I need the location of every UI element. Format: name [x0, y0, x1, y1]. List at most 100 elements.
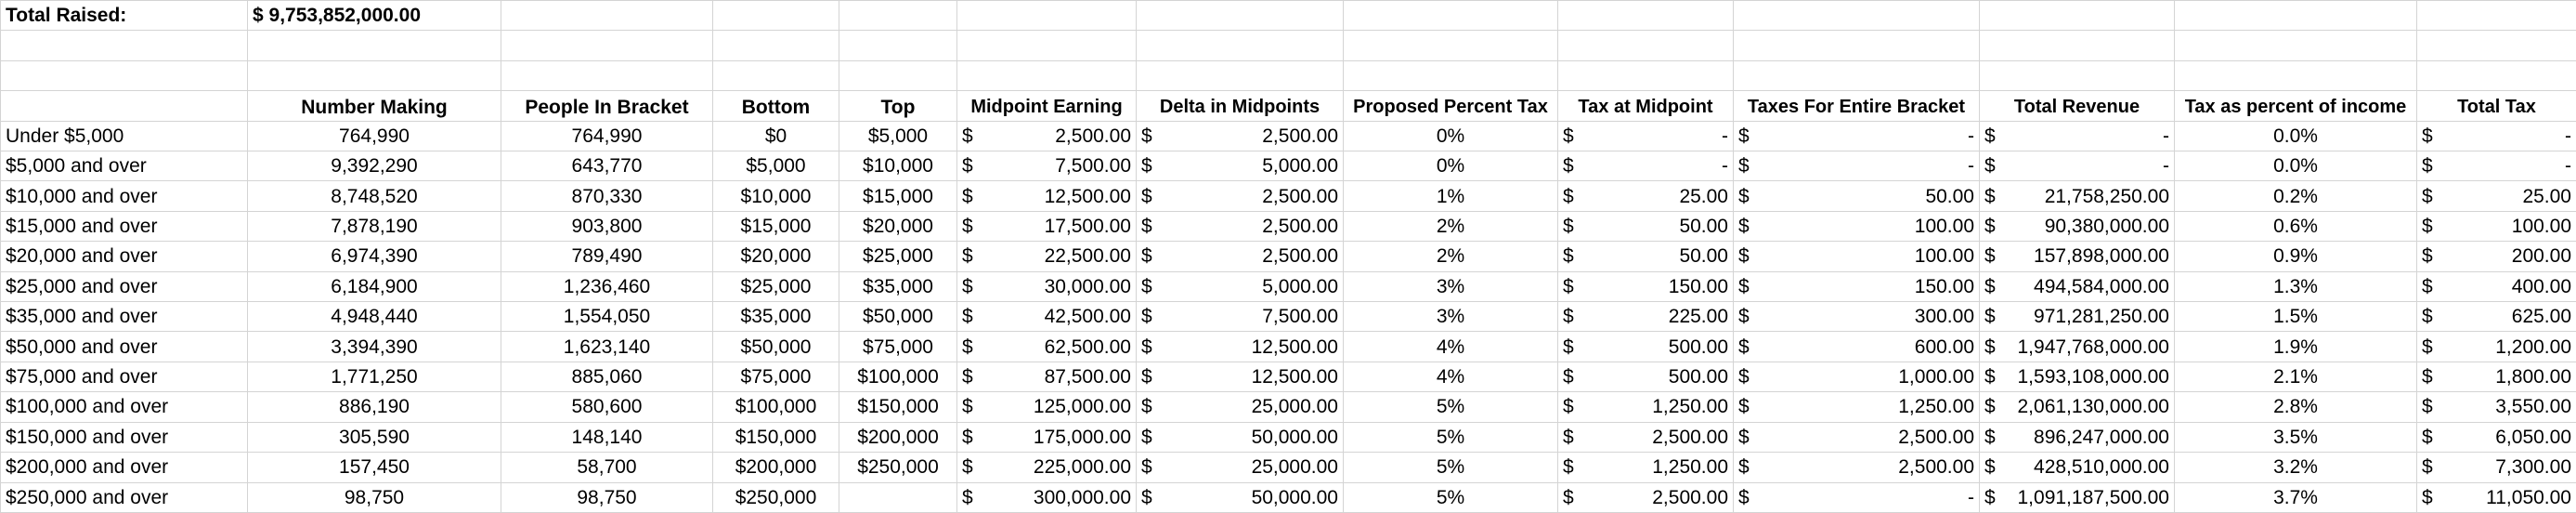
bottom-cell[interactable]: $50,000	[712, 331, 839, 362]
empty-cell[interactable]	[0, 59, 248, 92]
total-revenue-cell[interactable]: $1,947,768,000.00	[1979, 331, 2175, 362]
number-making-cell[interactable]: 6,184,900	[247, 270, 501, 303]
midpoint-earning-cell[interactable]: $62,500.00	[956, 331, 1137, 362]
number-making-cell[interactable]: 9,392,290	[247, 151, 501, 182]
empty-cell[interactable]	[839, 30, 957, 61]
delta-in-midpoints-cell[interactable]: $2,500.00	[1136, 241, 1344, 272]
tax-as-percent-of-income-cell[interactable]: 0.0%	[2174, 151, 2417, 182]
total-tax-cell[interactable]: $6,050.00	[2416, 421, 2576, 454]
empty-cell[interactable]	[712, 59, 839, 92]
tax-as-percent-of-income-cell[interactable]: 1.3%	[2174, 270, 2417, 303]
proposed-percent-tax-cell[interactable]: 3%	[1343, 301, 1558, 333]
empty-cell[interactable]	[501, 0, 713, 32]
total-revenue-cell[interactable]: $494,584,000.00	[1979, 270, 2175, 303]
proposed-percent-tax-cell[interactable]: 5%	[1343, 391, 1558, 423]
proposed-percent-tax-cell[interactable]: 0%	[1343, 120, 1558, 152]
people-in-bracket-cell[interactable]: 903,800	[501, 210, 713, 243]
taxes-for-entire-bracket-cell[interactable]: $50.00	[1733, 180, 1980, 212]
number-making-cell[interactable]: 157,450	[247, 452, 501, 483]
people-in-bracket-cell[interactable]: 643,770	[501, 151, 713, 182]
empty-cell[interactable]	[1557, 59, 1734, 92]
taxes-for-entire-bracket-cell[interactable]: $2,500.00	[1733, 421, 1980, 454]
taxes-for-entire-bracket-cell[interactable]: $2,500.00	[1733, 452, 1980, 483]
total-tax-cell[interactable]: $25.00	[2416, 180, 2576, 212]
bracket-label-cell[interactable]: $200,000 and over	[0, 452, 248, 483]
top-cell[interactable]: $35,000	[839, 270, 957, 303]
tax-as-percent-of-income-cell[interactable]: 1.9%	[2174, 331, 2417, 362]
top-cell[interactable]: $5,000	[839, 120, 957, 152]
delta-in-midpoints-cell[interactable]: $12,500.00	[1136, 331, 1344, 362]
total-tax-cell[interactable]: $ -	[2416, 120, 2576, 152]
bottom-cell[interactable]: $250,000	[712, 481, 839, 513]
total-revenue-cell[interactable]: $1,593,108,000.00	[1979, 361, 2175, 393]
bottom-cell[interactable]: $25,000	[712, 270, 839, 303]
people-in-bracket-cell[interactable]: 1,623,140	[501, 331, 713, 362]
bottom-cell[interactable]: $10,000	[712, 180, 839, 212]
top-cell[interactable]: $25,000	[839, 241, 957, 272]
midpoint-earning-cell[interactable]: $30,000.00	[956, 270, 1137, 303]
delta-in-midpoints-cell[interactable]: $7,500.00	[1136, 301, 1344, 333]
empty-cell[interactable]	[1136, 0, 1344, 32]
tax-as-percent-of-income-cell[interactable]: 0.2%	[2174, 180, 2417, 212]
tax-as-percent-of-income-cell[interactable]: 0.0%	[2174, 120, 2417, 152]
delta-in-midpoints-cell[interactable]: $2,500.00	[1136, 180, 1344, 212]
taxes-for-entire-bracket-cell[interactable]: $ -	[1733, 151, 1980, 182]
people-in-bracket-cell[interactable]: 870,330	[501, 180, 713, 212]
bracket-label-cell[interactable]: $20,000 and over	[0, 241, 248, 272]
header-midpoint-earning[interactable]: Midpoint Earning	[956, 90, 1137, 122]
empty-cell[interactable]	[956, 59, 1137, 92]
people-in-bracket-cell[interactable]: 885,060	[501, 361, 713, 393]
bottom-cell[interactable]: $200,000	[712, 452, 839, 483]
delta-in-midpoints-cell[interactable]: $12,500.00	[1136, 361, 1344, 393]
tax-at-midpoint-cell[interactable]: $50.00	[1557, 210, 1734, 243]
bracket-label-cell[interactable]: $75,000 and over	[0, 361, 248, 393]
header-total-revenue[interactable]: Total Revenue	[1979, 90, 2175, 122]
midpoint-earning-cell[interactable]: $42,500.00	[956, 301, 1137, 333]
tax-at-midpoint-cell[interactable]: $25.00	[1557, 180, 1734, 212]
empty-cell[interactable]	[1557, 30, 1734, 61]
empty-cell[interactable]	[2174, 59, 2417, 92]
midpoint-earning-cell[interactable]: $22,500.00	[956, 241, 1137, 272]
taxes-for-entire-bracket-cell[interactable]: $100.00	[1733, 241, 1980, 272]
header-proposed-percent-tax[interactable]: Proposed Percent Tax	[1343, 90, 1558, 122]
bracket-label-cell[interactable]: $25,000 and over	[0, 270, 248, 303]
people-in-bracket-cell[interactable]: 58,700	[501, 452, 713, 483]
bracket-label-cell[interactable]: $10,000 and over	[0, 180, 248, 212]
people-in-bracket-cell[interactable]: 580,600	[501, 391, 713, 423]
tax-at-midpoint-cell[interactable]: $50.00	[1557, 241, 1734, 272]
midpoint-earning-cell[interactable]: $12,500.00	[956, 180, 1137, 212]
midpoint-earning-cell[interactable]: $2,500.00	[956, 120, 1137, 152]
delta-in-midpoints-cell[interactable]: $50,000.00	[1136, 481, 1344, 513]
header-top[interactable]: Top	[839, 90, 957, 122]
top-cell[interactable]: $50,000	[839, 301, 957, 333]
total-revenue-cell[interactable]: $2,061,130,000.00	[1979, 391, 2175, 423]
empty-cell[interactable]	[0, 30, 248, 61]
taxes-for-entire-bracket-cell[interactable]: $ -	[1733, 120, 1980, 152]
empty-cell[interactable]	[839, 0, 957, 32]
bottom-cell[interactable]: $20,000	[712, 241, 839, 272]
empty-cell[interactable]	[247, 30, 501, 61]
total-tax-cell[interactable]: $11,050.00	[2416, 481, 2576, 513]
total-tax-cell[interactable]: $400.00	[2416, 270, 2576, 303]
top-cell[interactable]: $20,000	[839, 210, 957, 243]
delta-in-midpoints-cell[interactable]: $5,000.00	[1136, 270, 1344, 303]
bracket-label-cell[interactable]: $5,000 and over	[0, 151, 248, 182]
bottom-cell[interactable]: $150,000	[712, 421, 839, 454]
bottom-cell[interactable]: $100,000	[712, 391, 839, 423]
number-making-cell[interactable]: 6,974,390	[247, 241, 501, 272]
empty-cell[interactable]	[2174, 30, 2417, 61]
total-tax-cell[interactable]: $ -	[2416, 151, 2576, 182]
people-in-bracket-cell[interactable]: 1,236,460	[501, 270, 713, 303]
total-raised-value-cell[interactable]: $ 9,753,852,000.00	[247, 0, 501, 32]
top-cell[interactable]	[839, 481, 957, 513]
total-revenue-cell[interactable]: $1,091,187,500.00	[1979, 481, 2175, 513]
empty-cell[interactable]	[501, 59, 713, 92]
top-cell[interactable]: $75,000	[839, 331, 957, 362]
proposed-percent-tax-cell[interactable]: 4%	[1343, 331, 1558, 362]
tax-as-percent-of-income-cell[interactable]: 2.8%	[2174, 391, 2417, 423]
empty-cell[interactable]	[1343, 30, 1558, 61]
total-tax-cell[interactable]: $200.00	[2416, 241, 2576, 272]
tax-at-midpoint-cell[interactable]: $ -	[1557, 151, 1734, 182]
bracket-label-cell[interactable]: $15,000 and over	[0, 210, 248, 243]
number-making-cell[interactable]: 4,948,440	[247, 301, 501, 333]
